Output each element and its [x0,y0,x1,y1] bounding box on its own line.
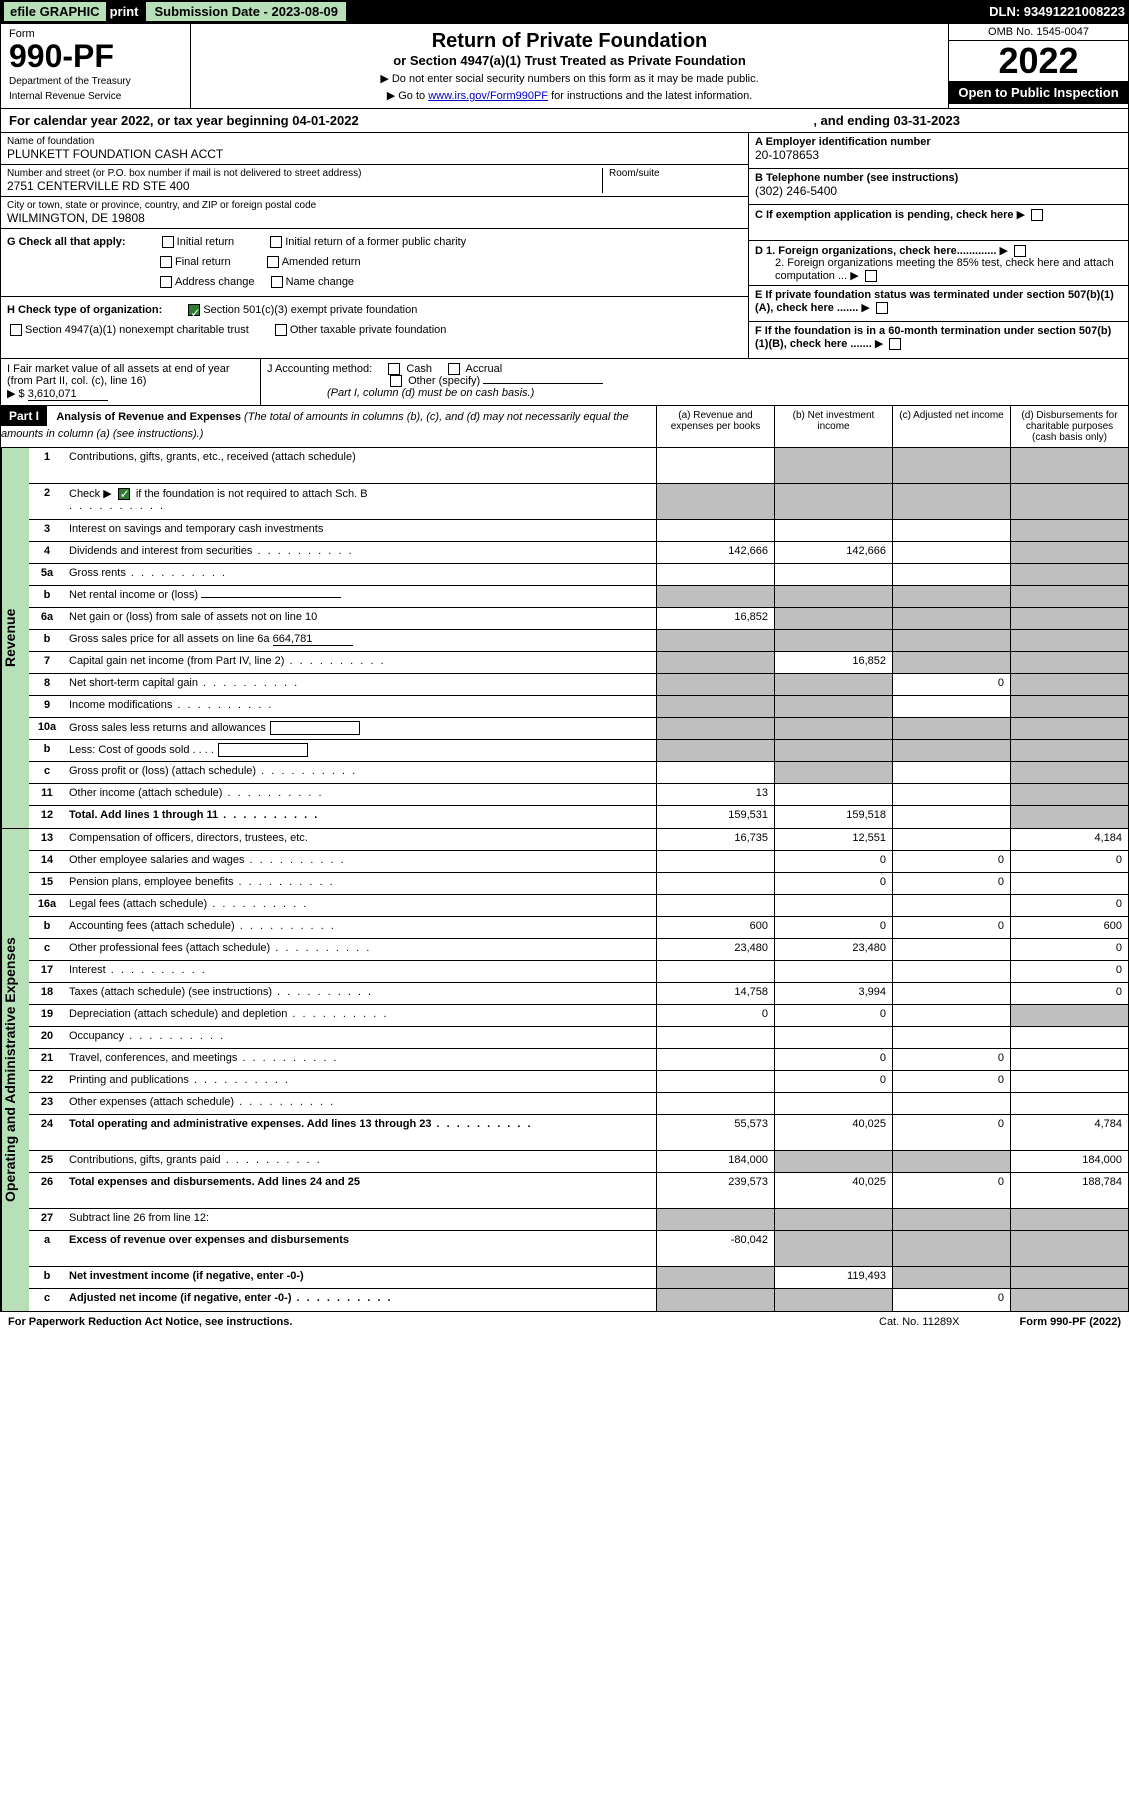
irs-link[interactable]: www.irs.gov/Form990PF [428,90,548,102]
7b: 16,852 [774,652,892,673]
form-number: 990-PF [9,40,182,72]
i-j-row: I Fair market value of all assets at end… [0,359,1129,406]
room-label: Room/suite [609,168,742,179]
expenses-tab: Operating and Administrative Expenses [1,829,29,1311]
11a: 13 [656,784,774,805]
i-cell: I Fair market value of all assets at end… [1,359,261,405]
form-header: Form 990-PF Department of the Treasury I… [0,23,1129,109]
f-cell: F If the foundation is in a 60-month ter… [749,322,1128,358]
info-right: A Employer identification number 20-1078… [748,133,1128,358]
col-a-head: (a) Revenue and expenses per books [656,406,774,447]
e-checkbox[interactable] [876,302,888,314]
amended-checkbox[interactable] [267,256,279,268]
dln: DLN: 93491221008223 [989,4,1125,19]
note-ssn: ▶ Do not enter social security numbers o… [201,72,938,85]
f-checkbox[interactable] [889,338,901,350]
dept-treasury: Department of the Treasury [9,76,182,87]
expenses-section: Operating and Administrative Expenses 13… [0,829,1129,1312]
schb-checkbox[interactable] [118,488,130,500]
open-public: Open to Public Inspection [949,81,1128,104]
j-cell: J Accounting method: Cash Accrual Other … [261,359,1128,405]
info-left: Name of foundation PLUNKETT FOUNDATION C… [1,133,748,358]
g-check-group: G Check all that apply: Initial return I… [1,229,748,297]
12a: 159,531 [656,806,774,828]
header-right: OMB No. 1545-0047 2022 Open to Public In… [948,24,1128,108]
cash-checkbox[interactable] [388,363,400,375]
e-cell: E If private foundation status was termi… [749,286,1128,322]
street-address: 2751 CENTERVILLE RD STE 400 [7,179,602,193]
12b: 159,518 [774,806,892,828]
print-link[interactable]: print [110,4,139,19]
revenue-tab: Revenue [1,448,29,828]
accrual-checkbox[interactable] [448,363,460,375]
form-title: Return of Private Foundation [201,30,938,53]
8c: 0 [892,674,1010,695]
part1-header-row: Part I Analysis of Revenue and Expenses … [0,406,1129,448]
omb-number: OMB No. 1545-0047 [949,24,1128,41]
header-mid: Return of Private Foundation or Section … [191,24,948,108]
h-check-group: H Check type of organization: Section 50… [1,297,748,345]
pra-notice: For Paperwork Reduction Act Notice, see … [8,1316,292,1328]
col-d-head: (d) Disbursements for charitable purpose… [1010,406,1128,447]
col-b-head: (b) Net investment income [774,406,892,447]
revenue-section: Revenue 1Contributions, gifts, grants, e… [0,448,1129,829]
4b: 142,666 [774,542,892,563]
j-note: (Part I, column (d) must be on cash basi… [327,387,534,399]
other-method-checkbox[interactable] [390,375,402,387]
name-change-checkbox[interactable] [271,276,283,288]
efile-badge: efile GRAPHIC [4,2,106,21]
6b-inline: 664,781 [273,633,353,646]
cat-number: Cat. No. 11289X [879,1316,960,1328]
form-ref: Form 990-PF (2022) [1020,1316,1121,1328]
header-left: Form 990-PF Department of the Treasury I… [1,24,191,108]
501c3-checkbox[interactable] [188,304,200,316]
d1-checkbox[interactable] [1014,245,1026,257]
page-footer: For Paperwork Reduction Act Notice, see … [0,1312,1129,1332]
final-return-checkbox[interactable] [160,256,172,268]
city-cell: City or town, state or province, country… [1,197,748,229]
ein-value: 20-1078653 [755,148,1122,162]
part1-label: Part I [1,406,47,426]
other-taxable-checkbox[interactable] [275,324,287,336]
form-subtitle: or Section 4947(a)(1) Trust Treated as P… [201,53,938,68]
initial-former-checkbox[interactable] [270,236,282,248]
foundation-name: PLUNKETT FOUNDATION CASH ACCT [7,147,742,161]
foundation-name-cell: Name of foundation PLUNKETT FOUNDATION C… [1,133,748,165]
note-link: ▶ Go to www.irs.gov/Form990PF for instru… [201,89,938,102]
c-checkbox[interactable] [1031,209,1043,221]
info-grid: Name of foundation PLUNKETT FOUNDATION C… [0,133,1129,359]
4a: 142,666 [656,542,774,563]
topbar: efile GRAPHIC print Submission Date - 20… [0,0,1129,23]
c-cell: C If exemption application is pending, c… [749,205,1128,241]
initial-return-checkbox[interactable] [162,236,174,248]
6a-a: 16,852 [656,608,774,629]
addr-change-checkbox[interactable] [160,276,172,288]
col-c-head: (c) Adjusted net income [892,406,1010,447]
ein-cell: A Employer identification number 20-1078… [749,133,1128,169]
address-cell: Number and street (or P.O. box number if… [1,165,748,197]
phone-value: (302) 246-5400 [755,184,1122,198]
calendar-year-row: For calendar year 2022, or tax year begi… [0,109,1129,133]
d-cell: D 1. Foreign organizations, check here..… [749,241,1128,286]
revenue-rows: 1Contributions, gifts, grants, etc., rec… [29,448,1128,828]
4947-checkbox[interactable] [10,324,22,336]
calyear-begin: For calendar year 2022, or tax year begi… [9,113,359,128]
irs-label: Internal Revenue Service [9,91,182,102]
expenses-rows: 13Compensation of officers, directors, t… [29,829,1128,1311]
d2-checkbox[interactable] [865,270,877,282]
city-state-zip: WILMINGTON, DE 19808 [7,211,742,225]
calyear-end: , and ending 03-31-2023 [813,113,960,128]
part1-desc: Analysis of Revenue and Expenses (The to… [1,407,629,444]
phone-cell: B Telephone number (see instructions) (3… [749,169,1128,205]
submission-date: Submission Date - 2023-08-09 [146,2,346,21]
tax-year: 2022 [949,41,1128,81]
fmv-value: 3,610,071 [28,388,108,401]
